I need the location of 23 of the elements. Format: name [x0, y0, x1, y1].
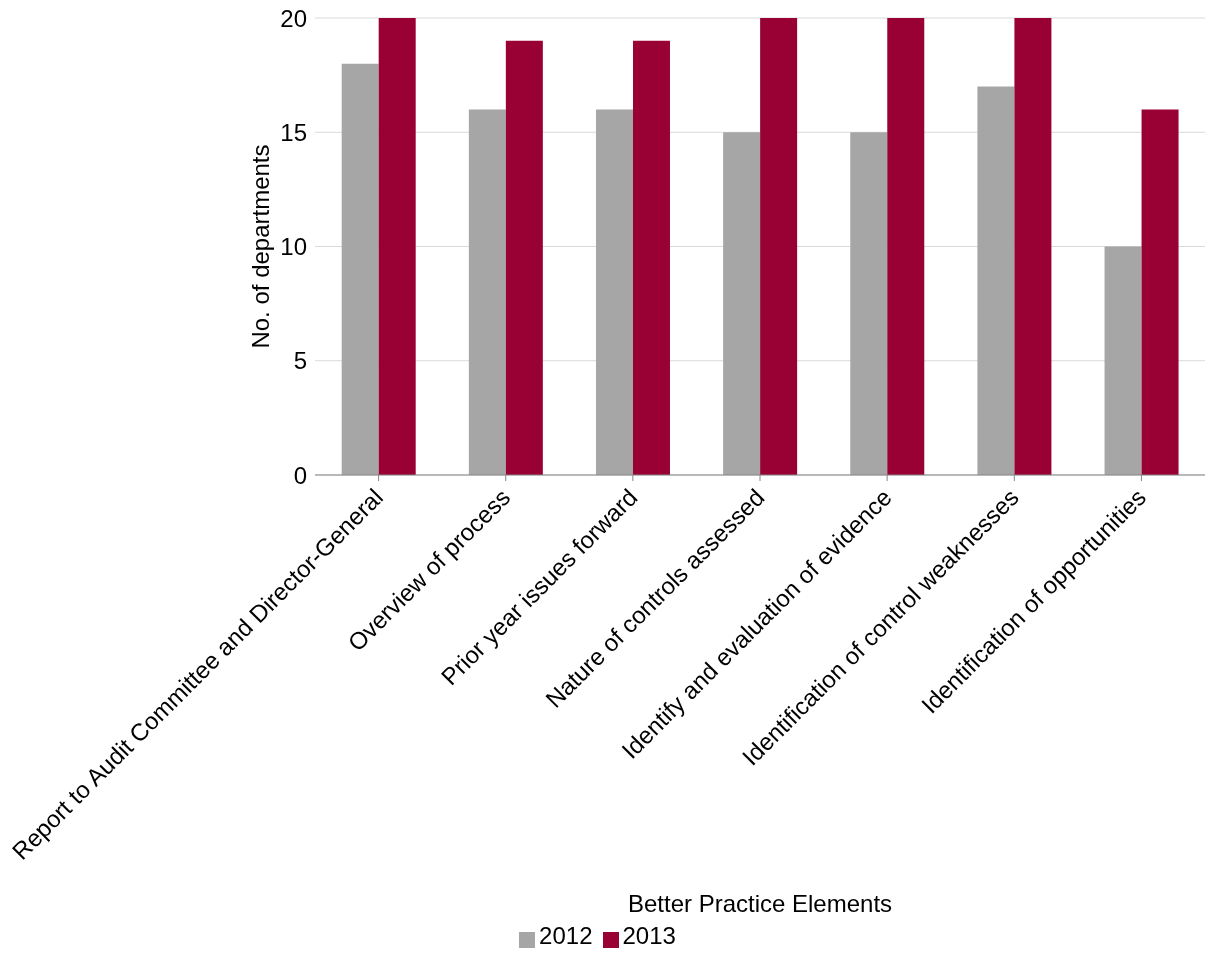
bar [632, 40, 670, 475]
legend-label: 2012 [539, 922, 593, 949]
y-tick-label: 20 [280, 4, 307, 32]
bar [887, 18, 925, 475]
bar [977, 86, 1015, 475]
y-tick-label: 5 [293, 347, 307, 375]
bar [1141, 109, 1179, 475]
bar [723, 132, 761, 475]
bar [1014, 18, 1052, 475]
y-tick-label: 10 [280, 233, 307, 261]
legend-label: 2013 [622, 922, 676, 949]
y-tick-label: 0 [293, 461, 307, 489]
bar [1104, 246, 1142, 475]
y-axis-title: No. of departments [246, 144, 274, 349]
bar [595, 109, 633, 475]
bar [378, 18, 416, 475]
bar [341, 63, 379, 475]
bar [760, 18, 798, 475]
bar [468, 109, 506, 475]
x-axis-title: Better Practice Elements [627, 890, 893, 917]
y-tick-label: 15 [280, 118, 307, 146]
bar [505, 40, 543, 475]
bar [850, 132, 888, 475]
